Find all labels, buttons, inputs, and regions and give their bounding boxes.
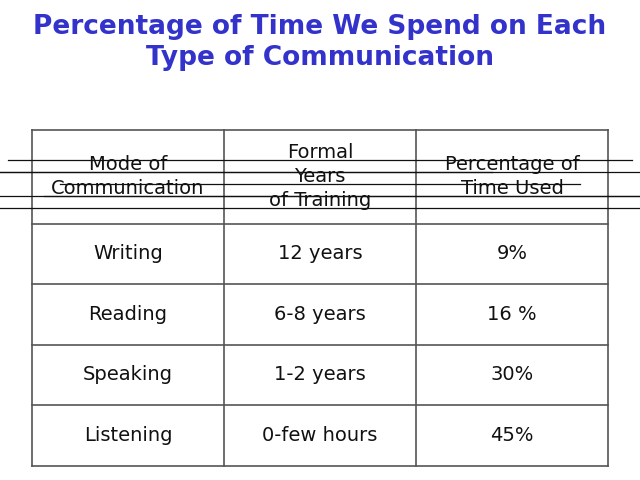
Text: 1-2 years: 1-2 years — [274, 365, 366, 384]
Text: Writing: Writing — [93, 244, 163, 264]
Text: Years: Years — [294, 167, 346, 186]
Text: 6-8 years: 6-8 years — [274, 305, 366, 324]
Text: 0-few hours: 0-few hours — [262, 426, 378, 445]
Text: 9%: 9% — [497, 244, 527, 264]
Text: Speaking: Speaking — [83, 365, 173, 384]
Text: Percentage of Time We Spend on Each
Type of Communication: Percentage of Time We Spend on Each Type… — [33, 14, 607, 72]
Text: Communication: Communication — [51, 179, 205, 198]
Text: Formal: Formal — [287, 143, 353, 162]
Text: 45%: 45% — [490, 426, 534, 445]
Text: 30%: 30% — [490, 365, 534, 384]
Text: Time Used: Time Used — [461, 179, 564, 198]
Text: Reading: Reading — [88, 305, 168, 324]
Text: 16 %: 16 % — [487, 305, 537, 324]
Text: 12 years: 12 years — [278, 244, 362, 264]
Text: Mode of: Mode of — [89, 155, 167, 174]
Text: Percentage of: Percentage of — [445, 155, 579, 174]
Text: Listening: Listening — [84, 426, 172, 445]
Text: of Training: of Training — [269, 191, 371, 210]
